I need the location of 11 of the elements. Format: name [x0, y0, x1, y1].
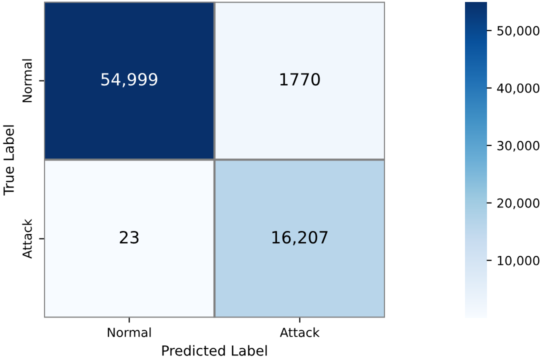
color-bar-label: 30,000	[497, 140, 540, 152]
x-axis-title: Predicted Label	[162, 345, 267, 356]
color-bar-label: 40,000	[497, 83, 540, 94]
color-bar-label: 20,000	[497, 198, 540, 210]
data-label: 1770	[280, 73, 320, 86]
data-label: 16,207	[272, 230, 328, 246]
y-axis-title: True Label	[3, 125, 14, 196]
color-bar-label: 10,000	[498, 256, 540, 267]
color-bar-label: 50,000	[497, 26, 540, 37]
data-label: 54,999	[101, 73, 158, 88]
data-label: 23	[120, 230, 139, 244]
